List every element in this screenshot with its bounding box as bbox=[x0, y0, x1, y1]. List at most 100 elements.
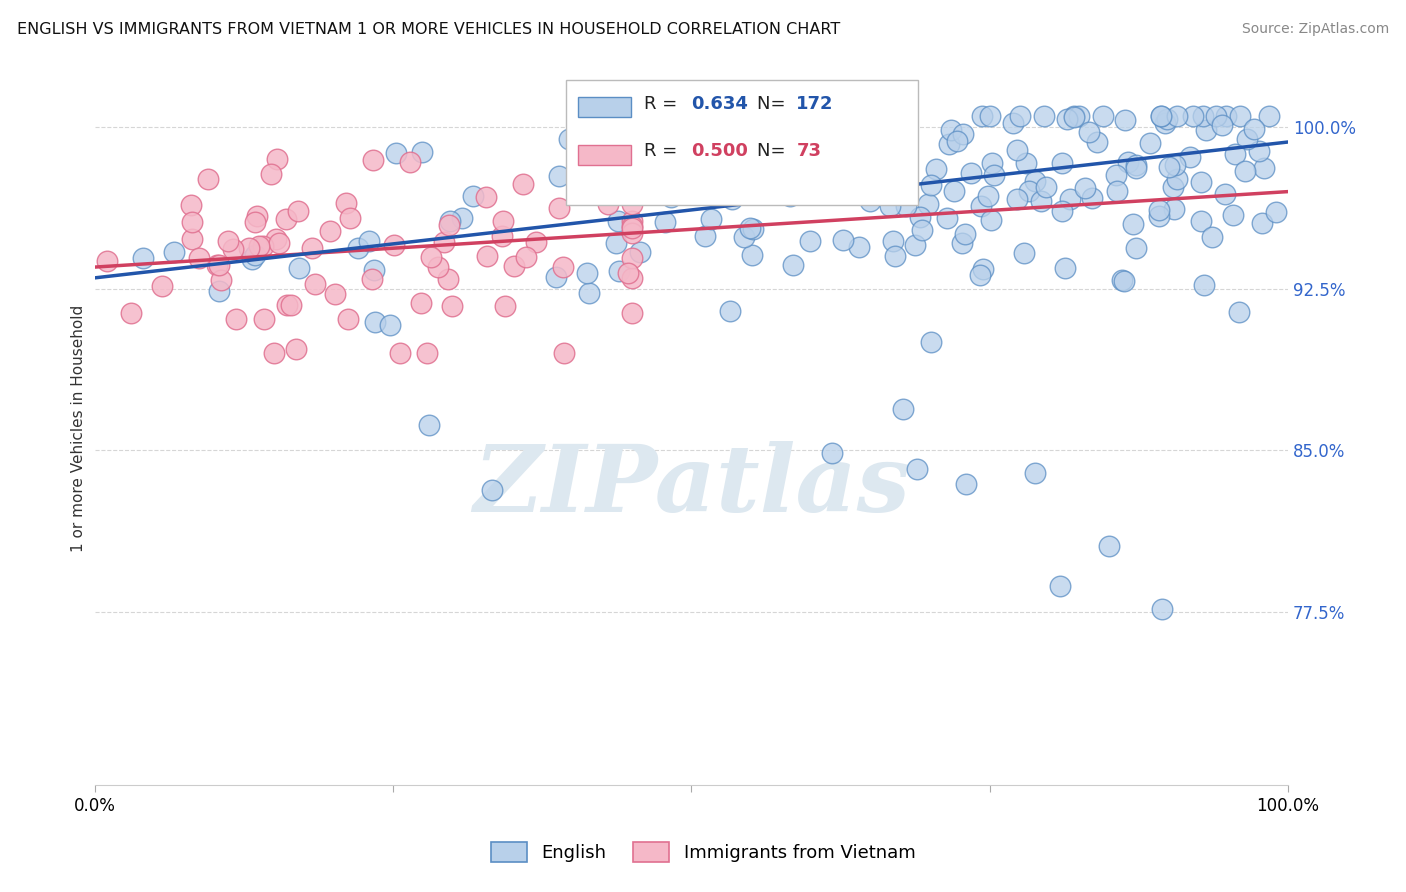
Point bbox=[578, 286, 600, 301]
Point bbox=[1166, 109, 1188, 123]
Point bbox=[620, 196, 643, 211]
Point bbox=[150, 279, 173, 293]
Text: 0.634: 0.634 bbox=[692, 95, 748, 112]
Point bbox=[741, 222, 763, 236]
Point bbox=[1213, 187, 1236, 202]
Point bbox=[1257, 109, 1279, 123]
Point bbox=[252, 239, 274, 253]
Point bbox=[433, 235, 456, 249]
Point bbox=[844, 164, 866, 178]
Point bbox=[1234, 164, 1257, 178]
Point bbox=[1081, 191, 1104, 205]
Point bbox=[276, 298, 298, 312]
Point bbox=[1105, 168, 1128, 182]
Text: Source: ZipAtlas.com: Source: ZipAtlas.com bbox=[1241, 22, 1389, 37]
Point bbox=[363, 262, 385, 277]
Point bbox=[1223, 147, 1246, 161]
Point bbox=[546, 270, 568, 285]
Point bbox=[609, 264, 631, 278]
Point bbox=[905, 462, 928, 476]
Point bbox=[891, 402, 914, 417]
Text: 0.500: 0.500 bbox=[692, 143, 748, 161]
Point bbox=[188, 251, 211, 265]
Point bbox=[132, 251, 155, 265]
Point bbox=[575, 266, 598, 280]
Point bbox=[917, 197, 939, 211]
Point bbox=[970, 199, 993, 213]
Point bbox=[1139, 136, 1161, 151]
FancyBboxPatch shape bbox=[578, 97, 631, 117]
Point bbox=[553, 346, 575, 360]
Point bbox=[1227, 305, 1250, 319]
Point bbox=[398, 155, 420, 169]
Point bbox=[96, 253, 118, 268]
Point bbox=[389, 346, 412, 360]
Point bbox=[205, 258, 228, 272]
Point bbox=[1091, 109, 1114, 123]
Point bbox=[1156, 112, 1178, 127]
Point bbox=[502, 260, 524, 274]
Point bbox=[1008, 109, 1031, 123]
Point bbox=[217, 234, 239, 248]
Point bbox=[1164, 158, 1187, 172]
Point bbox=[782, 258, 804, 272]
Point bbox=[551, 260, 574, 274]
Point bbox=[1215, 109, 1237, 123]
Point bbox=[288, 261, 311, 276]
Point bbox=[247, 239, 270, 253]
Point bbox=[904, 238, 927, 252]
Point bbox=[1264, 205, 1286, 219]
Point bbox=[225, 312, 247, 326]
Point bbox=[1005, 143, 1028, 157]
Point bbox=[1049, 579, 1071, 593]
Point bbox=[941, 123, 963, 137]
Point bbox=[1125, 157, 1147, 171]
Point bbox=[749, 121, 772, 136]
Point bbox=[492, 214, 515, 228]
Point bbox=[1166, 172, 1188, 186]
Point bbox=[240, 252, 263, 266]
Legend: English, Immigrants from Vietnam: English, Immigrants from Vietnam bbox=[484, 834, 922, 870]
Point bbox=[1012, 246, 1035, 260]
Point bbox=[1063, 109, 1085, 123]
Point bbox=[567, 170, 589, 185]
Point bbox=[758, 167, 780, 181]
Point bbox=[221, 242, 243, 256]
Point bbox=[960, 166, 983, 180]
Text: R =: R = bbox=[644, 143, 682, 161]
Point bbox=[740, 221, 762, 235]
Point bbox=[925, 162, 948, 177]
Point bbox=[1063, 110, 1085, 124]
Point bbox=[1024, 174, 1046, 188]
Point bbox=[512, 177, 534, 191]
Point bbox=[1024, 466, 1046, 480]
Point bbox=[883, 249, 905, 263]
FancyBboxPatch shape bbox=[578, 145, 631, 165]
Point bbox=[208, 285, 231, 299]
Point bbox=[1182, 109, 1205, 123]
Point bbox=[943, 185, 966, 199]
Point bbox=[323, 286, 346, 301]
Point bbox=[952, 128, 974, 142]
Y-axis label: 1 or more Vehicles in Household: 1 or more Vehicles in Household bbox=[72, 305, 86, 552]
Point bbox=[263, 346, 285, 360]
Point bbox=[1053, 261, 1076, 276]
Point bbox=[1191, 175, 1213, 189]
Point bbox=[409, 295, 432, 310]
Point bbox=[1014, 156, 1036, 170]
Point bbox=[1195, 123, 1218, 137]
Text: R =: R = bbox=[644, 95, 682, 112]
Point bbox=[980, 213, 1002, 227]
Point bbox=[524, 235, 547, 249]
Point bbox=[880, 114, 903, 128]
Point bbox=[359, 234, 381, 248]
Point bbox=[776, 180, 799, 194]
Point bbox=[981, 156, 1004, 170]
Point bbox=[335, 195, 357, 210]
Point bbox=[977, 188, 1000, 202]
Point bbox=[163, 245, 186, 260]
Point bbox=[879, 199, 901, 213]
FancyBboxPatch shape bbox=[567, 80, 918, 204]
Point bbox=[1122, 217, 1144, 231]
Text: N=: N= bbox=[756, 143, 792, 161]
